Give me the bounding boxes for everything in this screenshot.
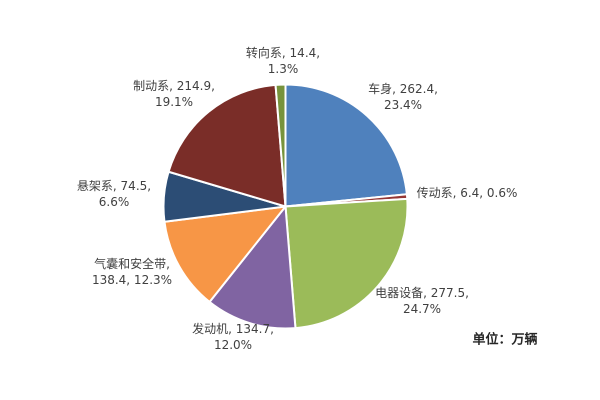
pie-slice-制动系 bbox=[167, 83, 287, 208]
pie-slice-气囊和安全带 bbox=[163, 205, 287, 303]
slice-label-车身: 车身, 262.4, 23.4% bbox=[368, 82, 438, 112]
slice-label-制动系: 制动系, 214.9, 19.1% bbox=[133, 79, 215, 109]
slice-label-发动机: 发动机, 134.7, 12.0% bbox=[192, 322, 274, 352]
pie-slice-电器设备 bbox=[284, 197, 409, 330]
slice-label-悬架系: 悬架系, 74.5, 6.6% bbox=[76, 179, 152, 209]
pie-slice-转向系 bbox=[274, 83, 287, 208]
pie-slice-发动机 bbox=[208, 205, 297, 330]
slice-label-电器设备: 电器设备, 277.5, 24.7% bbox=[375, 286, 469, 316]
unit-note: 单位：万辆 bbox=[472, 332, 538, 348]
pie-slice-车身 bbox=[284, 83, 408, 208]
slice-label-转向系: 转向系, 14.4, 1.3% bbox=[245, 46, 321, 76]
slice-label-气囊和安全带: 气囊和安全带, 138.4, 12.3% bbox=[91, 257, 173, 287]
slice-label-传动系: 传动系, 6.4, 0.6% bbox=[416, 186, 518, 200]
